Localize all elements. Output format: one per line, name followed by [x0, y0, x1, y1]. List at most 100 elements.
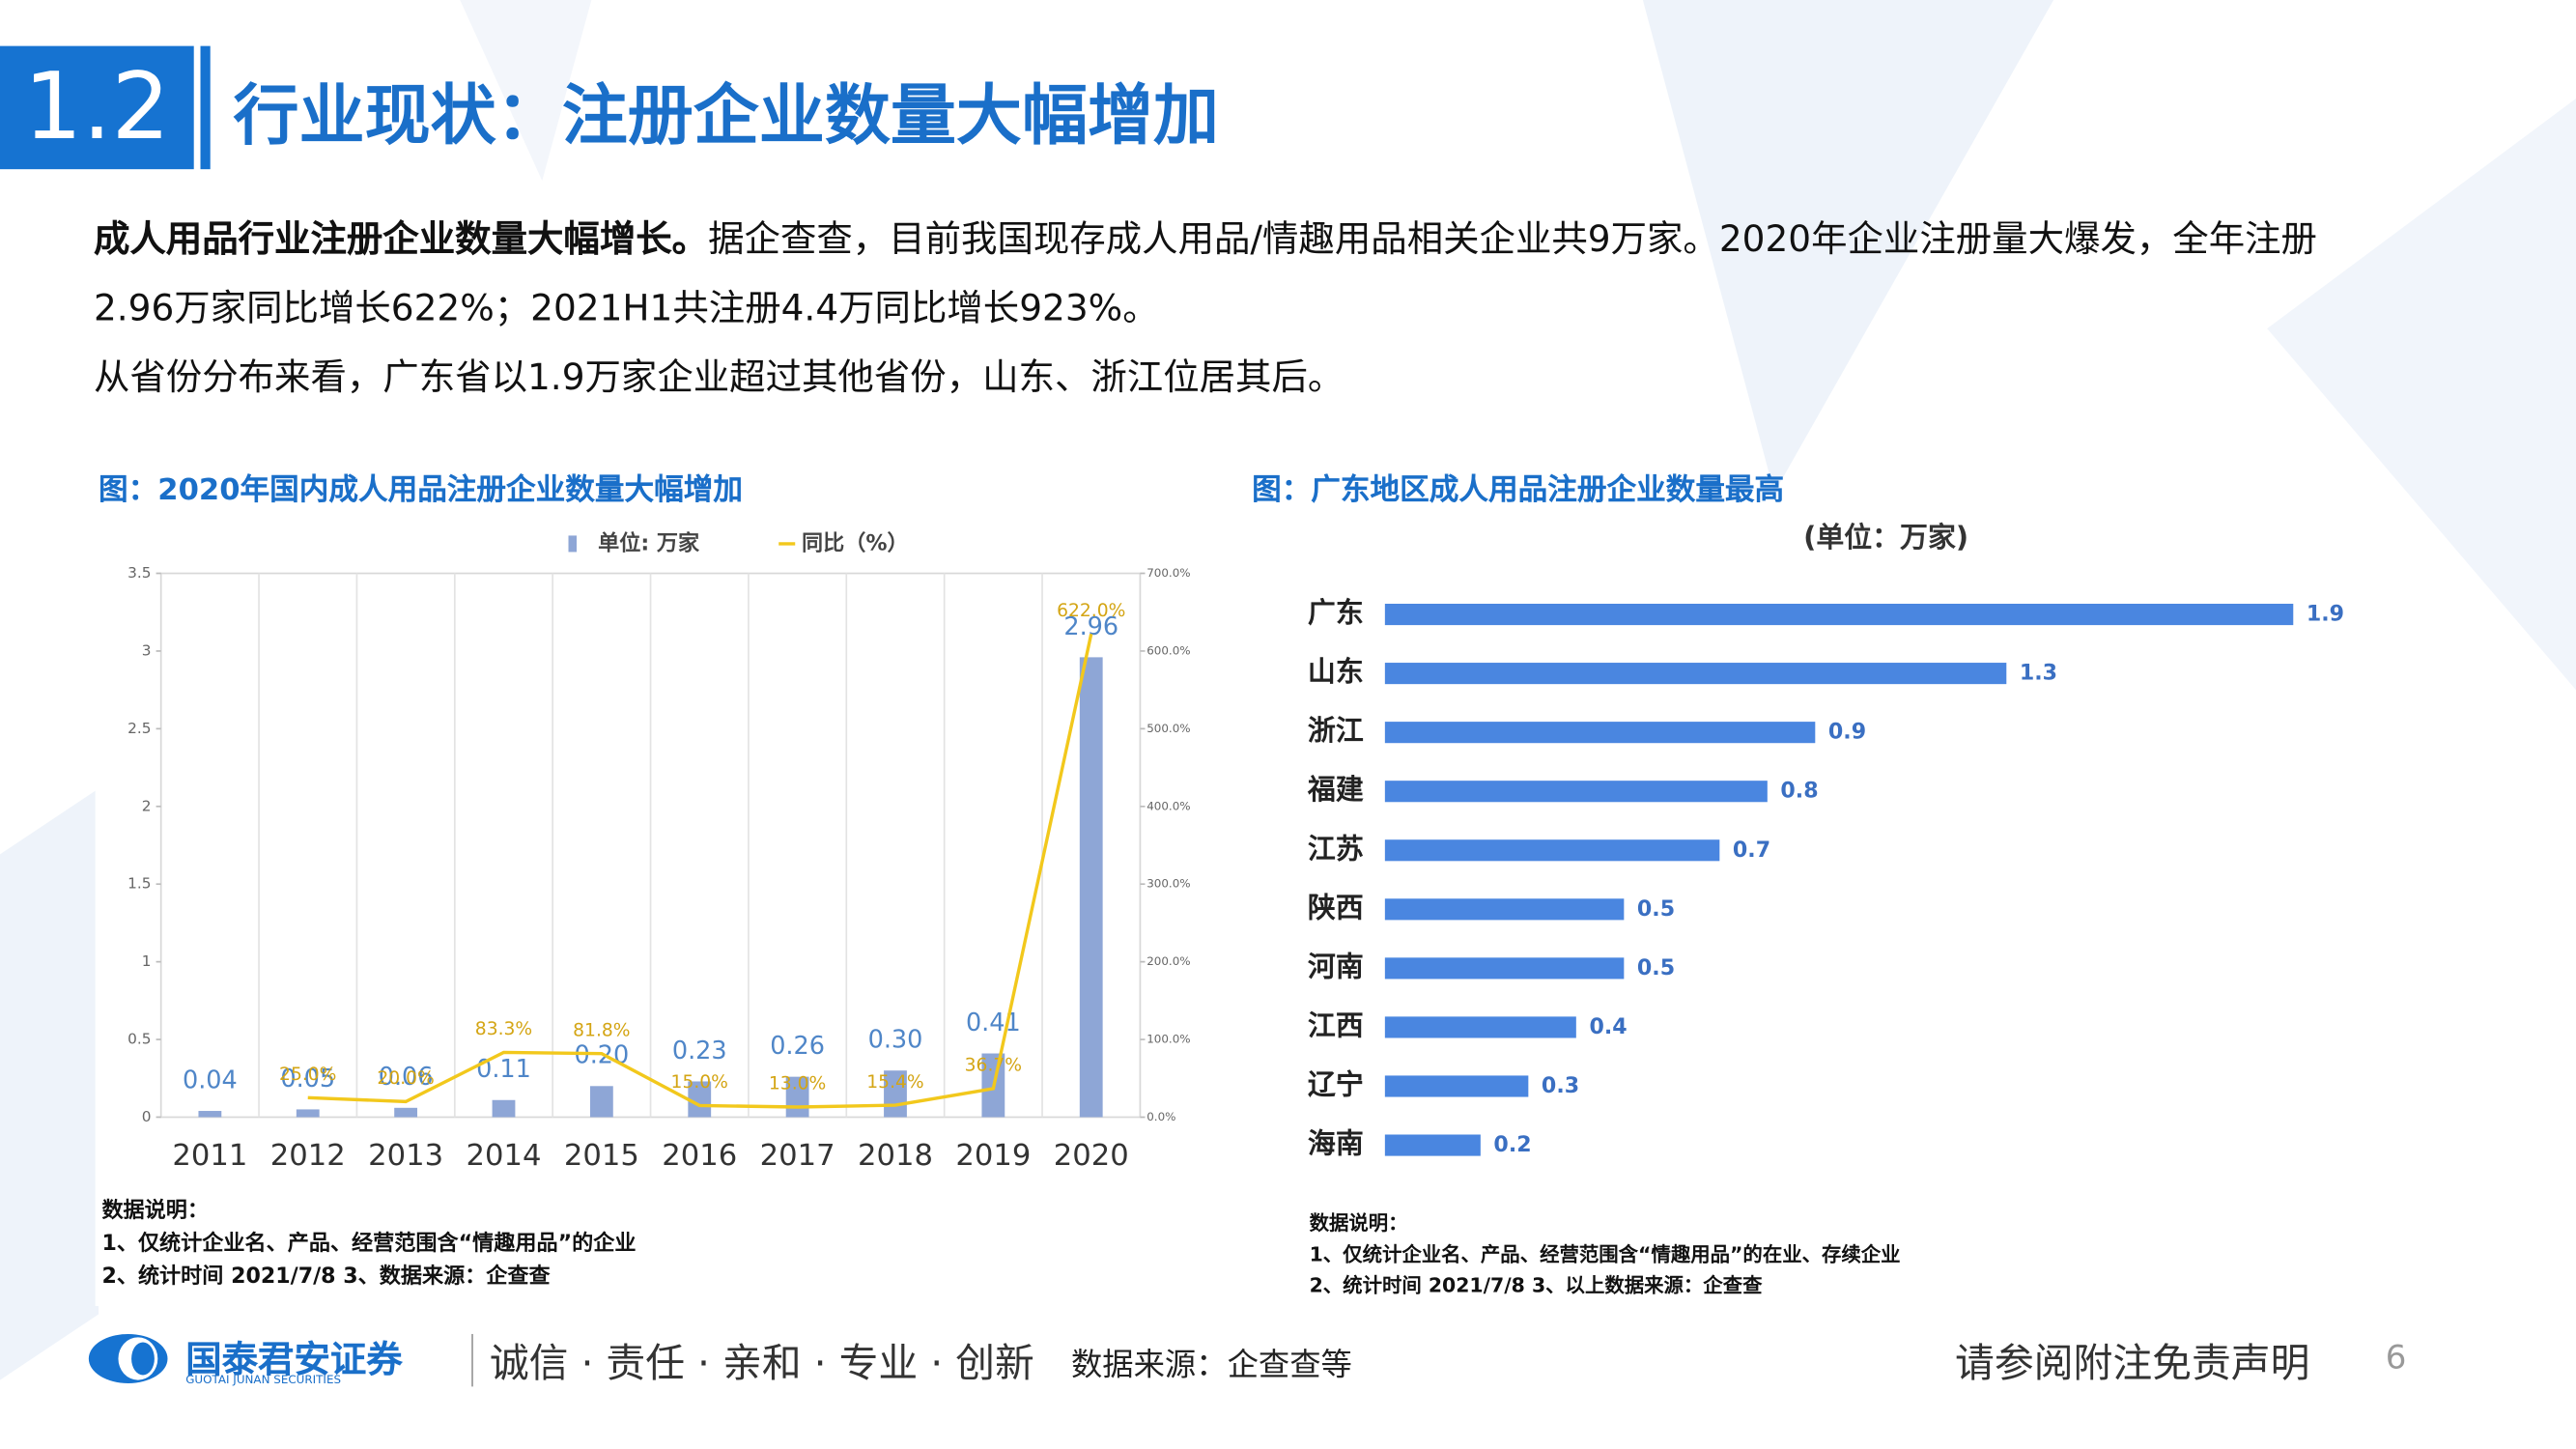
data-label: 25.0%: [279, 1065, 336, 1085]
data-label: 0.11: [476, 1055, 531, 1084]
bar: [296, 1109, 320, 1118]
data-label: 0.06: [379, 1063, 434, 1092]
note: 2、统计时间 2021/7/8 3、以上数据来源：企查查: [1310, 1274, 1763, 1297]
x-tick-label: 2020: [1054, 1139, 1129, 1173]
bar: [589, 1086, 613, 1118]
data-label: 0.9: [1828, 720, 1866, 745]
data-label: 622.0%: [1057, 601, 1125, 621]
paragraph: 从省份分布来看，广东省以1.9万家企业超过其他省份，山东、浙江位居其后。: [93, 357, 1345, 400]
separator: [471, 1333, 473, 1387]
y-tick-label: 陕西: [1308, 891, 1364, 923]
data-label: 0.7: [1733, 838, 1770, 863]
y-tick-label: 3.5: [127, 564, 151, 582]
data-label: 15.4%: [866, 1072, 923, 1093]
data-label: 1.3: [2020, 661, 2057, 686]
data-label: 0.4: [1589, 1014, 1627, 1039]
note: 数据说明：: [1310, 1211, 1408, 1235]
legend-marker: [568, 535, 578, 553]
data-label: 15.0%: [671, 1072, 728, 1093]
x-tick-label: 2011: [172, 1139, 247, 1173]
note: 1、仅统计企业名、产品、经营范围含“情趣用品”的在业、存续企业: [1310, 1242, 1901, 1265]
y2-tick-label: 100.0%: [1146, 1033, 1190, 1046]
data-label: 0.2: [1493, 1132, 1531, 1157]
bar: [1384, 781, 1768, 803]
paragraph: 成人用品行业注册企业数量大幅增长。据企查查，目前我国现存成人用品/情趣用品相关企…: [94, 207, 2377, 345]
y2-tick-label: 600.0%: [1146, 643, 1190, 657]
x-tick-label: 2012: [270, 1139, 346, 1173]
y-tick-label: 浙江: [1308, 714, 1364, 747]
bar: [1384, 957, 1625, 980]
x-tick-label: 2018: [858, 1139, 933, 1173]
bar: [1384, 603, 2294, 626]
bar: [1384, 722, 1816, 744]
y2-tick-label: 400.0%: [1146, 799, 1190, 812]
logo: [88, 1333, 168, 1383]
note: 1、仅统计企业名、产品、经营范围含“情趣用品”的企业: [101, 1231, 636, 1256]
chart-caption: 图：广东地区成人用品注册企业数量最高: [1252, 472, 1785, 508]
y-tick-label: 山东: [1308, 655, 1364, 688]
chart-caption: 图：2020年国内成人用品注册企业数量大幅增加: [99, 472, 743, 508]
y2-tick-label: 700.0%: [1146, 566, 1190, 580]
chart-title: (单位：万家): [1803, 521, 1968, 554]
bar: [1384, 663, 2007, 685]
y2-tick-label: 200.0%: [1146, 954, 1190, 968]
y-tick-label: 广东: [1308, 596, 1364, 629]
page-number: 6: [2385, 1337, 2407, 1378]
data-label: 0.8: [1780, 779, 1818, 804]
data-label: 81.8%: [573, 1020, 630, 1040]
bar: [1384, 1075, 1529, 1097]
slogan: 诚信 · 责任 · 亲和 · 专业 · 创新: [489, 1340, 1034, 1387]
bar: [1384, 898, 1625, 921]
y-tick-label: 0.5: [127, 1031, 151, 1048]
brand: 国泰君安证券: [185, 1340, 403, 1382]
data-label: 0.05: [280, 1065, 335, 1094]
brand-en: GUOTAI JUNAN SECURITIES: [185, 1373, 342, 1387]
legend-label: 同比（%）: [802, 530, 909, 555]
text: 据企查查，目前我国现存成人用品/情趣用品相关企业共9万家。2020年企业注册量大…: [93, 219, 2317, 330]
bar: [492, 1099, 516, 1118]
y2-tick-label: 500.0%: [1146, 722, 1190, 735]
y2-tick-label: 0.0%: [1146, 1110, 1175, 1123]
y-tick-label: 1: [142, 952, 152, 970]
bar: [1384, 839, 1720, 862]
data-label: 0.3: [1542, 1073, 1579, 1098]
bar: [198, 1111, 222, 1118]
y2-tick-label: 300.0%: [1146, 877, 1190, 891]
bar: [1079, 657, 1103, 1118]
data-label: 13.0%: [769, 1074, 826, 1094]
divider: [200, 45, 211, 170]
lead: 成人用品行业注册企业数量大幅增长。: [93, 219, 709, 262]
data-label: 0.23: [672, 1037, 727, 1065]
disclaimer: 请参阅附注免责声明: [1955, 1340, 2310, 1387]
x-tick-label: 2019: [955, 1139, 1031, 1173]
slide-title: 行业现状：注册企业数量大幅增加: [233, 78, 1220, 155]
y-tick-label: 江苏: [1308, 832, 1364, 865]
x-tick-label: 2016: [662, 1139, 737, 1173]
bar: [688, 1081, 712, 1118]
x-tick-label: 2013: [368, 1139, 443, 1173]
data-label: 0.04: [183, 1065, 238, 1094]
x-tick-label: 2015: [564, 1139, 639, 1173]
data-label: 0.41: [966, 1009, 1021, 1037]
note: 2、统计时间 2021/7/8 3、数据来源：企查查: [101, 1264, 551, 1289]
bar: [394, 1107, 418, 1118]
y-tick-label: 2: [142, 797, 152, 814]
section-number: 1.2: [0, 45, 194, 170]
y-tick-label: 2.5: [127, 720, 151, 737]
data-label: 36.7%: [965, 1056, 1022, 1076]
chart: 0 0.5 1 1.5 2 2.5 3 3.5 0.0% 100.0% 200.0% 300.0% 40…: [95, 514, 1225, 1307]
chart: (单位：万家) 广东 1.9 山东 1.3 浙江 0.9 福建 0.8 江苏 0.7 陕西 0.5 河南 0…: [1264, 517, 2395, 1315]
legend-label: 单位: 万家: [598, 530, 700, 555]
y-tick-label: 河南: [1308, 950, 1364, 982]
data-label: 1.9: [2307, 602, 2344, 627]
bar: [1384, 1016, 1576, 1038]
x-tick-label: 2014: [467, 1139, 542, 1173]
data-label: 0.5: [1637, 955, 1675, 980]
data-label: 0.26: [770, 1032, 825, 1061]
y-tick-label: 辽宁: [1308, 1067, 1364, 1100]
line: [307, 633, 1093, 1109]
data-label: 0.5: [1637, 896, 1675, 922]
